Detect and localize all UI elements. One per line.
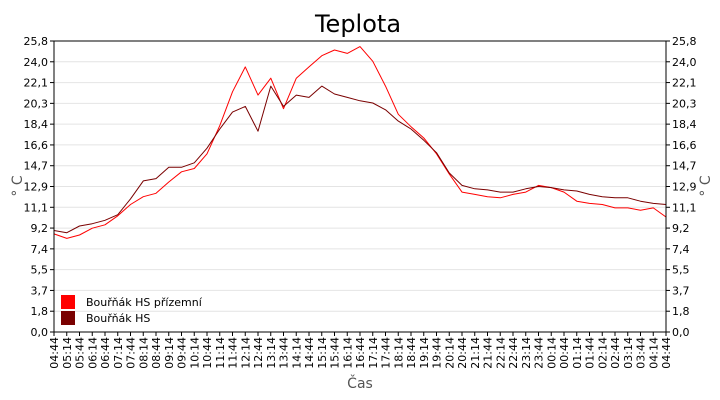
legend-swatch — [61, 295, 75, 309]
x-tick-label: 19:14 — [418, 337, 431, 369]
y-tick-label: 0,0 — [672, 326, 690, 339]
y-tick-label: 16,6 — [24, 139, 49, 152]
x-tick-label: 06:14 — [86, 337, 99, 369]
y-tick-label: 5,5 — [31, 264, 49, 277]
x-tick-label: 18:14 — [392, 337, 405, 369]
x-tick-label: 04:14 — [647, 337, 660, 369]
y-tick-label: 25,8 — [24, 35, 49, 48]
y-axis-left: 0,0 1,8 3,7 5,5 7,4 9,2 11,1 12,9 14,7 16,6 18,4 20… — [24, 35, 54, 339]
x-tick-label: 21:14 — [469, 337, 482, 369]
x-tick-label: 19:44 — [431, 337, 444, 369]
x-tick-label: 01:44 — [584, 337, 597, 369]
x-tick-label: 11:14 — [214, 337, 227, 369]
y-tick-label: 20,3 — [24, 97, 49, 110]
y-tick-label: 3,7 — [672, 284, 690, 297]
x-tick-label: 23:44 — [533, 337, 546, 369]
y-tick-label: 14,7 — [24, 160, 49, 173]
x-axis-label: Čas — [347, 374, 373, 392]
x-tick-label: 04:44 — [48, 337, 61, 369]
y-tick-label: 18,4 — [672, 118, 697, 131]
x-tick-label: 00:44 — [558, 337, 571, 369]
x-tick-label: 21:44 — [482, 337, 495, 369]
x-tick-label: 14:14 — [290, 337, 303, 369]
y-tick-label: 20,3 — [672, 97, 697, 110]
x-tick-label: 10:14 — [188, 337, 201, 369]
x-tick-label: 13:44 — [278, 337, 291, 369]
x-tick-label: 07:44 — [125, 337, 138, 369]
x-tick-label: 07:14 — [112, 337, 125, 369]
x-tick-label: 17:14 — [367, 337, 380, 369]
y-tick-label: 22,1 — [24, 77, 49, 90]
y-tick-label: 12,9 — [672, 181, 697, 194]
grid-lines — [54, 40, 666, 333]
x-tick-label: 08:14 — [137, 337, 150, 369]
y-tick-label: 11,1 — [24, 201, 49, 214]
y-tick-label: 0,0 — [31, 326, 49, 339]
x-tick-label: 06:44 — [99, 337, 112, 369]
x-tick-label: 18:44 — [405, 337, 418, 369]
x-tick-label: 20:14 — [443, 337, 456, 369]
legend-swatch — [61, 311, 75, 325]
x-tick-label: 15:14 — [316, 337, 329, 369]
x-tick-label: 16:14 — [341, 337, 354, 369]
x-tick-label: 10:44 — [201, 337, 214, 369]
x-tick-label: 23:14 — [520, 337, 533, 369]
x-tick-label: 08:44 — [150, 337, 163, 369]
y-tick-label: 3,7 — [31, 284, 49, 297]
x-tick-label: 09:14 — [163, 337, 176, 369]
x-tick-label: 13:14 — [265, 337, 278, 369]
x-tick-label: 20:44 — [456, 337, 469, 369]
series-line-1 — [53, 46, 667, 239]
x-tick-label: 05:44 — [74, 337, 87, 369]
x-axis: 04:44 05:14 05:44 06:14 06:44 07:14 07:44 08:14… — [48, 332, 673, 369]
y-tick-label: 1,8 — [31, 305, 49, 318]
x-tick-label: 05:14 — [61, 337, 74, 369]
y-tick-label: 5,5 — [672, 264, 690, 277]
x-tick-label: 15:44 — [329, 337, 342, 369]
x-tick-label: 04:44 — [660, 337, 673, 369]
y-axis-right: 0,0 1,8 3,7 5,5 7,4 9,2 11,1 12,9 14,7 16,6 18,4 20… — [666, 35, 697, 339]
legend-label: Bouřňák HS přízemní — [86, 296, 203, 309]
series-lines — [53, 46, 667, 239]
x-tick-label: 16:44 — [354, 337, 367, 369]
y-tick-label: 11,1 — [672, 201, 697, 214]
y-tick-label: 16,6 — [672, 139, 697, 152]
x-tick-label: 11:44 — [227, 337, 240, 369]
x-tick-label: 14:44 — [303, 337, 316, 369]
y-tick-label: 22,1 — [672, 77, 697, 90]
x-tick-label: 02:44 — [609, 337, 622, 369]
y-axis-label-right: ° C — [698, 175, 714, 196]
y-tick-label: 18,4 — [24, 118, 49, 131]
legend-label: Bouřňák HS — [86, 312, 150, 325]
x-tick-label: 17:44 — [380, 337, 393, 369]
y-tick-label: 1,8 — [672, 305, 690, 318]
x-tick-label: 12:14 — [239, 337, 252, 369]
x-tick-label: 22:14 — [494, 337, 507, 369]
x-tick-label: 03:44 — [635, 337, 648, 369]
y-tick-label: 7,4 — [31, 243, 49, 256]
y-tick-label: 25,8 — [672, 35, 697, 48]
y-tick-label: 14,7 — [672, 160, 697, 173]
y-axis-label-left: ° C — [10, 175, 26, 196]
x-tick-label: 03:14 — [622, 337, 635, 369]
x-tick-label: 00:14 — [545, 337, 558, 369]
x-tick-label: 12:44 — [252, 337, 265, 369]
y-tick-label: 12,9 — [24, 181, 49, 194]
series-line-2 — [53, 85, 667, 234]
x-tick-label: 22:44 — [507, 337, 520, 369]
x-tick-label: 01:14 — [571, 337, 584, 369]
chart-title: Teplota — [314, 10, 401, 38]
x-tick-label: 09:44 — [176, 337, 189, 369]
y-tick-label: 9,2 — [672, 222, 690, 235]
y-tick-label: 7,4 — [672, 243, 690, 256]
y-tick-label: 9,2 — [31, 222, 49, 235]
y-tick-label: 24,0 — [24, 56, 49, 69]
x-tick-label: 02:14 — [596, 337, 609, 369]
legend: Bouřňák HS přízemní Bouřňák HS — [61, 295, 203, 325]
y-tick-label: 24,0 — [672, 56, 697, 69]
